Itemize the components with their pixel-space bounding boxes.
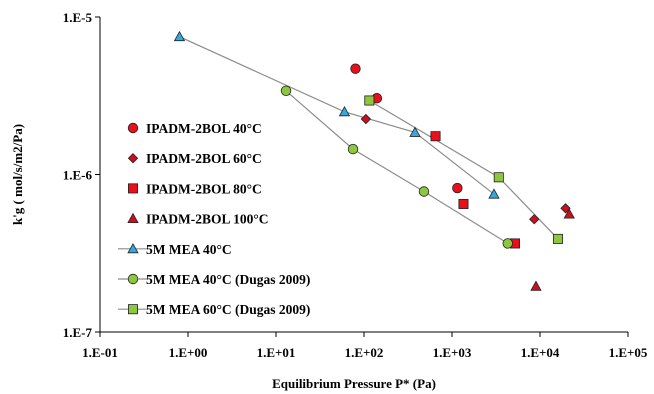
data-point-s4-1 (338, 106, 351, 117)
data-point-s1-2 (529, 214, 540, 225)
legend-marker-6 (127, 304, 138, 315)
legend-marker-1 (127, 153, 139, 164)
legend-label-3: IPADM-2BOL 100°C (146, 212, 269, 227)
x-tick-label: 1.E+00 (169, 345, 208, 360)
y-tick-label: 1.E-5 (63, 10, 93, 25)
y-axis-title: k'g ( mol/s/m2/Pa) (10, 124, 25, 225)
data-point-s6-2 (552, 233, 563, 244)
data-point-s3-1 (563, 208, 575, 219)
data-point-s2-0 (430, 131, 441, 142)
x-tick-label: 1.E-01 (82, 345, 118, 360)
legend-marker-3 (127, 212, 139, 224)
data-point-s5-2 (418, 186, 430, 197)
series-line-4 (179, 36, 495, 195)
data-point-s4-3 (488, 188, 500, 199)
data-point-s4-2 (409, 126, 421, 137)
legend-label-1: IPADM-2BOL 60°C (146, 151, 262, 166)
data-point-s5-1 (347, 143, 359, 155)
data-point-s0-2 (452, 182, 463, 194)
legend-marker-2 (127, 183, 138, 194)
x-tick-label: 1.E+04 (521, 345, 560, 360)
legend-marker-5 (127, 273, 139, 285)
legend-label-0: IPADM-2BOL 40°C (146, 121, 262, 136)
data-point-s5-0 (280, 85, 292, 96)
legend-marker-4 (127, 242, 139, 254)
y-tick-label: 1.E-6 (63, 168, 93, 183)
data-point-s1-0 (360, 113, 372, 125)
data-point-s0-0 (350, 63, 361, 74)
legend-label-6: 5M MEA 60°C (Dugas 2009) (146, 302, 310, 317)
legend-label-2: IPADM-2BOL 80°C (146, 181, 262, 196)
data-points (173, 30, 575, 291)
x-axis-title: Equilibrium Pressure P* (Pa) (272, 376, 436, 391)
x-tick-label: 1.E+01 (257, 345, 296, 360)
x-tick-label: 1.E+03 (433, 345, 472, 360)
data-point-s3-0 (530, 280, 542, 291)
x-tick-label: 1.E+02 (345, 345, 384, 360)
y-tick-label: 1.E-7 (63, 325, 93, 340)
data-point-s2-1 (458, 198, 469, 209)
data-point-s6-1 (493, 172, 504, 183)
axes: 1.E-01 1.E+00 1.E+01 1.E+02 1.E+03 1.E+04 1.E+… (63, 10, 648, 360)
data-point-s1-3 (560, 203, 571, 214)
data-point-s6-0 (364, 95, 375, 106)
x-tick-label: 1.E+05 (609, 345, 648, 360)
legend-label-4: 5M MEA 40°C (146, 242, 232, 257)
data-point-s4-0 (173, 30, 186, 42)
legend: IPADM-2BOL 40°C IPADM-2BOL 60°C IPADM-2BOL… (118, 121, 310, 317)
legend-label-5: 5M MEA 40°C (Dugas 2009) (146, 272, 310, 287)
legend-marker-0 (127, 122, 139, 134)
series-line-5 (285, 90, 509, 244)
data-point-s5-3 (502, 238, 513, 249)
